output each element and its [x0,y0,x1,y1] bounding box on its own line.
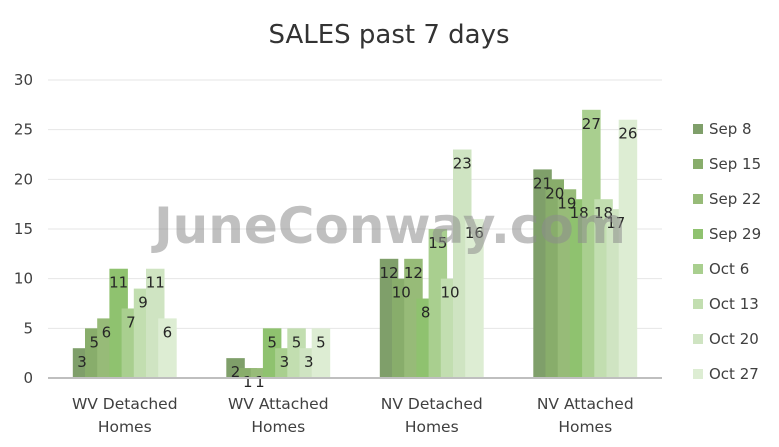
data-label: 18 [570,204,589,222]
x-tick-label: NV Attached [537,395,634,413]
data-label: 27 [582,115,601,133]
y-axis: 0 5 10 15 20 25 30 [14,71,33,387]
data-label: 16 [465,224,484,242]
legend-swatch [693,299,703,309]
bar [158,318,177,378]
legend-entry: Sep 22 [709,190,761,208]
y-tick-label: 20 [14,170,33,188]
bar [465,219,484,378]
data-label: 5 [316,333,326,351]
data-label: 23 [453,155,472,173]
legend-entry: Oct 27 [709,365,759,383]
data-label: 8 [421,304,431,322]
data-label: 3 [77,353,87,371]
data-label: 15 [428,234,447,252]
data-label: 7 [126,313,136,331]
legend-entry: Sep 15 [709,155,761,173]
data-label: 2 [231,363,241,381]
data-label: 19 [557,194,576,212]
x-tick-label: Homes [558,418,612,436]
data-label: 10 [392,284,411,302]
data-label: 6 [163,323,173,341]
y-tick-label: 10 [14,270,33,288]
y-tick-label: 0 [23,369,33,387]
data-label: 1 [255,373,265,391]
bar [238,368,257,378]
x-tick-label: Homes [251,418,305,436]
data-label: 3 [304,353,314,371]
data-label: 12 [380,264,399,282]
x-tick-label: WV Detached [72,395,178,413]
data-label: 10 [441,284,460,302]
x-tick-label: NV Detached [381,395,483,413]
bar [250,368,270,378]
data-label: 9 [138,294,148,312]
legend-swatch [693,334,703,344]
watermark: JuneConway.com [151,197,626,255]
legend-swatch [693,194,703,204]
data-label: 5 [89,333,99,351]
data-label: 5 [292,333,302,351]
data-label: 20 [545,184,564,202]
legend-entry: Oct 13 [709,295,759,313]
data-label: 18 [594,204,613,222]
data-label: 5 [267,333,277,351]
legend-swatch [693,159,703,169]
legend-swatch [693,124,703,134]
y-tick-label: 30 [14,71,33,89]
bar [311,328,331,378]
legend-entry: Oct 6 [709,260,749,278]
y-tick-label: 15 [14,220,33,238]
data-label: 21 [533,174,552,192]
data-label: 12 [404,264,423,282]
legend-entry: Sep 8 [709,120,752,138]
legend-entry: Oct 20 [709,330,759,348]
bar [618,119,638,378]
chart-title: SALES past 7 days [268,20,509,50]
data-label: 6 [102,323,112,341]
data-label: 3 [280,353,290,371]
y-tick-label: 5 [23,319,33,337]
data-label: 17 [606,214,625,232]
legend-entry: Sep 29 [709,225,761,243]
bars [72,109,638,379]
legend-swatch [693,264,703,274]
data-label: 11 [146,274,165,292]
legend: Sep 8 Sep 15 Sep 22 Sep 29 Oct 6 Oct 13 Oct 20… [693,120,761,383]
legend-swatch [693,229,703,239]
x-tick-label: Homes [98,418,152,436]
data-label: 1 [243,373,253,391]
y-tick-label: 25 [14,121,33,139]
data-label: 11 [109,274,128,292]
x-tick-label: Homes [405,418,459,436]
x-tick-label: WV Attached [228,395,329,413]
data-label: 26 [618,125,637,143]
x-axis: WV Detached Homes WV Attached Homes NV Detac… [72,395,634,436]
legend-swatch [693,369,703,379]
